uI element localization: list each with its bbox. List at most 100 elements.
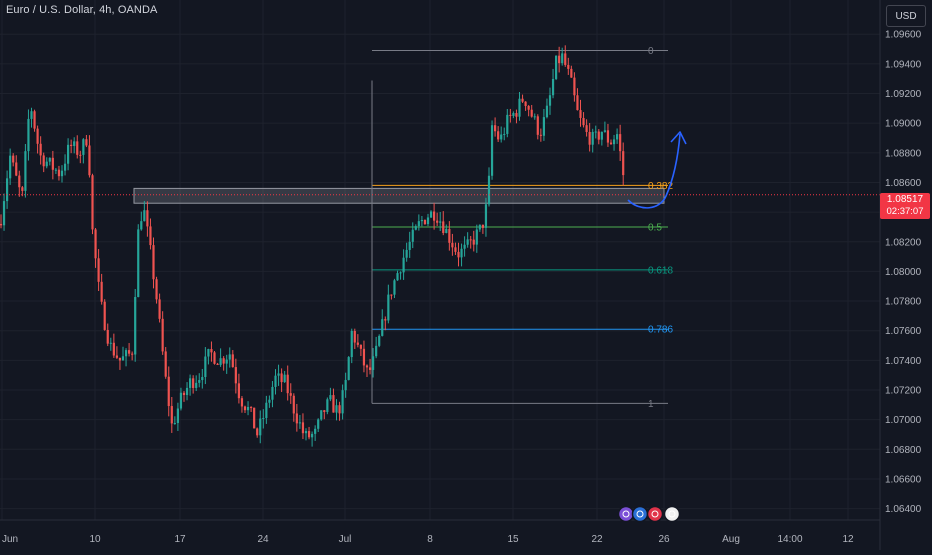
candle-body	[246, 406, 250, 411]
candle	[411, 222, 414, 249]
x-tick-label: 24	[257, 534, 269, 545]
candle-body	[91, 175, 94, 230]
eu-event-icon-circle[interactable]	[631, 505, 649, 523]
eu-event-icon[interactable]	[631, 505, 649, 523]
candle	[588, 123, 591, 152]
us-flag-icon[interactable]	[663, 505, 681, 523]
candle-body	[436, 220, 439, 223]
fib-label: 0	[648, 46, 654, 57]
candle	[396, 270, 399, 281]
candle	[576, 88, 579, 111]
candle	[152, 237, 155, 289]
candle-body	[381, 319, 384, 336]
candle-body	[420, 220, 423, 222]
candle-body	[195, 382, 198, 388]
candle	[426, 213, 430, 227]
candle	[216, 362, 219, 366]
candle	[591, 128, 594, 153]
flash-event-icon-circle[interactable]	[617, 505, 635, 523]
candle	[289, 383, 292, 404]
candle-body	[231, 354, 234, 368]
candle	[149, 218, 152, 250]
candle-body	[548, 95, 552, 106]
candle	[515, 109, 518, 124]
candle	[42, 152, 45, 173]
candle-body	[606, 130, 610, 143]
candle-body	[619, 134, 622, 152]
candle-body	[551, 78, 555, 96]
candle	[463, 236, 466, 257]
candle-body	[274, 375, 277, 387]
candle	[314, 425, 317, 441]
candle	[341, 384, 344, 420]
candle-body	[155, 279, 158, 300]
candle-body	[356, 342, 359, 345]
candle-body	[582, 117, 585, 126]
candle	[204, 347, 207, 385]
candle	[353, 328, 356, 349]
candle	[530, 104, 533, 118]
candle	[167, 366, 170, 417]
candle	[506, 108, 509, 138]
candle	[481, 224, 484, 234]
candle-body	[289, 393, 292, 396]
candle-body	[149, 226, 152, 246]
candle	[436, 212, 439, 227]
candle-body	[27, 118, 30, 152]
candle	[487, 167, 491, 207]
candle	[146, 201, 149, 237]
candle	[390, 294, 393, 300]
us-flag-icon-circle[interactable]	[663, 505, 681, 523]
candle-body	[18, 175, 21, 188]
candle	[124, 348, 128, 367]
y-tick-label: 1.06800	[885, 445, 922, 456]
candle	[612, 134, 616, 151]
candle-body	[484, 204, 488, 228]
candle	[182, 391, 186, 402]
candle-body	[439, 221, 442, 223]
candle	[478, 224, 481, 232]
candle-body	[185, 387, 189, 396]
candle	[259, 410, 262, 444]
candle-body	[85, 139, 88, 146]
candle	[381, 309, 384, 337]
candle-body	[411, 229, 414, 242]
candle-body	[219, 358, 222, 365]
currency-button[interactable]: USD	[886, 5, 926, 27]
candle	[250, 406, 253, 412]
candle	[63, 154, 67, 176]
candle-body	[561, 53, 564, 64]
candle-body	[265, 402, 268, 418]
candle	[228, 347, 231, 368]
candle-body	[612, 139, 616, 145]
flash-event-icon[interactable]	[617, 505, 635, 523]
candle	[225, 354, 228, 374]
candle	[143, 200, 146, 222]
candle	[402, 249, 405, 280]
candle	[399, 271, 402, 280]
candle	[475, 224, 478, 253]
candle-body	[314, 428, 317, 434]
eu-event-icon-2-circle[interactable]	[646, 505, 664, 523]
candle	[408, 231, 411, 258]
candle	[332, 388, 335, 413]
candle-body	[512, 113, 515, 116]
candle-body	[533, 116, 536, 118]
candle	[417, 214, 420, 231]
candle	[82, 138, 85, 164]
candle	[155, 276, 158, 304]
candle	[497, 126, 500, 142]
candle	[76, 135, 79, 159]
y-tick-label: 1.07000	[885, 415, 922, 426]
candle-body	[97, 258, 100, 282]
candle-body	[67, 144, 70, 164]
candle-body	[173, 422, 176, 424]
eu-event-icon-2[interactable]	[646, 505, 664, 523]
candle-body	[213, 352, 216, 364]
candle-body	[0, 223, 3, 226]
candle	[600, 131, 603, 146]
candle	[100, 273, 103, 305]
candle	[207, 348, 210, 365]
